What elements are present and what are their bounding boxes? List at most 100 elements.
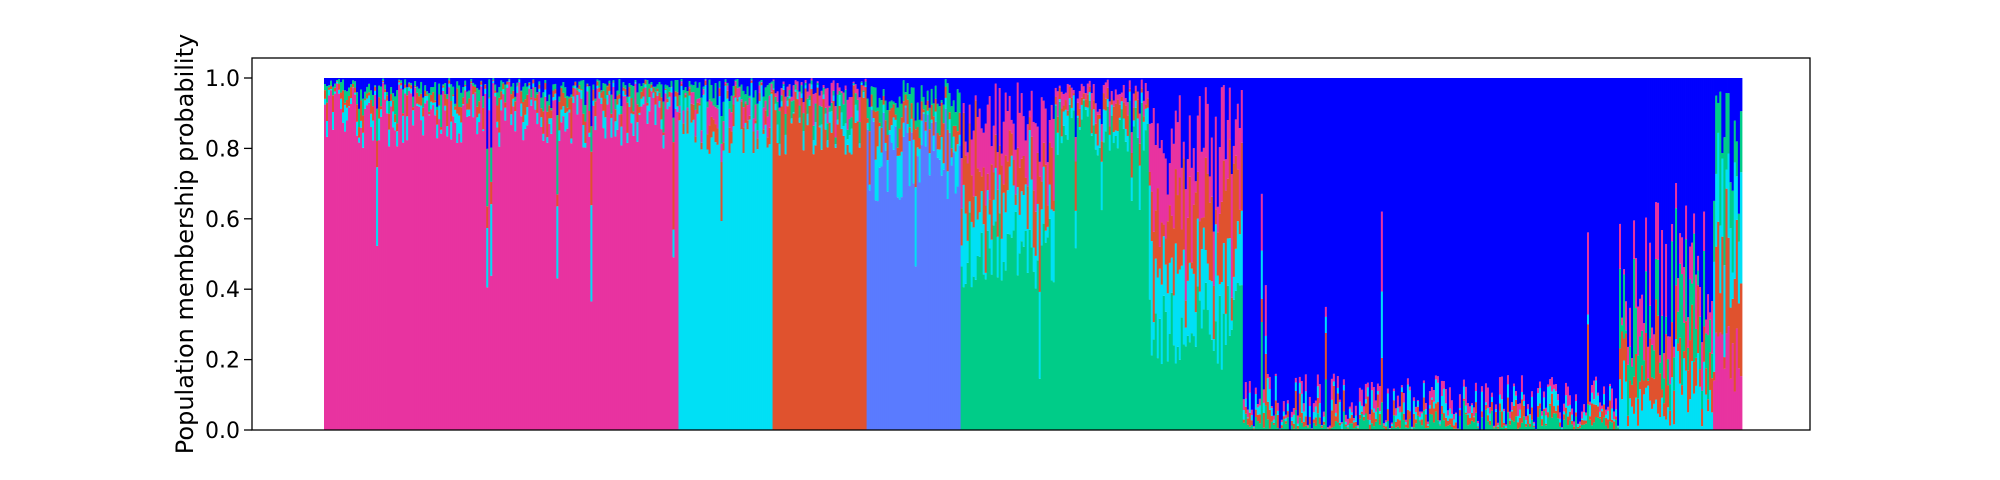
bar-segment-green <box>878 97 882 123</box>
bar-segment-green <box>1699 316 1702 370</box>
bar-segment-blue <box>484 78 487 85</box>
bar-segment-blue <box>556 78 559 116</box>
bar-segment-pink <box>1226 120 1230 179</box>
bar-segment-orange <box>1687 370 1690 413</box>
bar-segment-blue <box>772 78 775 80</box>
bar-segment-cyan <box>846 139 849 145</box>
bar-segment-orange <box>514 101 517 112</box>
bar-segment-cyan <box>1102 109 1106 143</box>
bar-segment-blue <box>1518 78 1522 404</box>
bar-segment-orange <box>432 92 435 103</box>
bar-segment-pink <box>832 80 835 91</box>
bar-segment-cyan <box>834 144 837 148</box>
bar-segment-cyan <box>1711 412 1714 430</box>
bar-segment-blue <box>1062 78 1066 94</box>
bar-segment-pink <box>406 140 409 430</box>
bar-segment-pink <box>486 287 489 430</box>
bar-segment-orange <box>1673 390 1676 425</box>
bar-segment-cyan <box>1735 176 1739 220</box>
bar-segment-cyan <box>1304 391 1308 417</box>
bar-segment-blue <box>600 78 603 91</box>
bar-segment-cyan <box>1020 191 1024 242</box>
bar-segment-cyan <box>1358 401 1362 415</box>
bar-segment-green <box>628 83 631 88</box>
bar-segment-green <box>394 96 397 115</box>
bar-segment-green <box>1150 355 1154 430</box>
bar-segment-pink <box>1591 385 1594 393</box>
bar-segment-orange <box>1262 412 1266 428</box>
bar-segment-green <box>432 87 435 93</box>
bar-segment-pink <box>1572 421 1576 426</box>
bar-segment-blue <box>1434 78 1438 376</box>
bar-segment-pink <box>842 92 845 105</box>
bar-segment-blue <box>1735 78 1739 142</box>
bar-segment-orange <box>412 107 415 111</box>
bar-segment-blue <box>814 78 817 93</box>
bar-segment-pink <box>1434 375 1438 380</box>
bar-segment-orange <box>1615 416 1618 420</box>
bar-segment-orange <box>794 91 797 431</box>
bar-segment-pink <box>662 148 665 430</box>
bar-segment-blue <box>652 78 655 87</box>
bar-segment-cyan <box>808 100 811 106</box>
bar-segment-green <box>470 79 473 82</box>
bar-segment-pink <box>1376 383 1380 391</box>
bar-segment-green <box>1476 427 1480 430</box>
bar-segment-orange <box>1416 406 1420 416</box>
bar-segment-green <box>746 86 749 106</box>
bar-segment-orange <box>1564 407 1568 414</box>
bar-segment-blue <box>560 78 563 86</box>
bar-segment-pink <box>724 81 727 84</box>
bar-segment-cyan <box>588 132 591 137</box>
bar-segment-blue <box>332 78 335 87</box>
bar-segment-green <box>1014 211 1018 430</box>
bar-segment-periwinkle <box>932 150 936 430</box>
bar-segment-blue <box>364 78 367 92</box>
bar-segment-blue <box>1605 78 1608 410</box>
bar-segment-green <box>1244 413 1248 430</box>
bar-segment-orange <box>620 114 623 127</box>
bar-segment-blue <box>504 78 507 85</box>
bar-segment-blue <box>900 78 904 104</box>
bar-segment-green <box>1052 282 1056 430</box>
bar-segment-orange <box>716 128 719 145</box>
bar-segment-blue <box>864 78 867 79</box>
bar-segment-orange <box>618 94 621 99</box>
bar-segment-orange <box>1625 333 1628 382</box>
bar-segment-orange <box>1450 418 1454 428</box>
bar-segment-cyan <box>420 105 423 121</box>
bar-segment-green <box>1717 102 1720 133</box>
bar-segment-orange <box>1204 157 1208 250</box>
bar-segment-orange <box>686 110 689 134</box>
bar-segment-green <box>1090 135 1094 431</box>
bar-segment-orange <box>614 109 617 122</box>
bar-segment-pink <box>974 95 978 101</box>
bar-segment-pink <box>1332 373 1336 382</box>
bar-segment-orange <box>1434 403 1438 412</box>
bar-segment-green <box>448 78 451 81</box>
bar-segment-cyan <box>1144 108 1148 131</box>
bar-segment-orange <box>858 147 861 430</box>
bar-segment-cyan <box>1218 284 1222 296</box>
bar-segment-blue <box>1174 78 1178 111</box>
bar-segment-pink <box>1512 383 1516 387</box>
bar-segment-orange <box>504 102 507 108</box>
bar-segment-cyan <box>972 227 976 277</box>
bar-segment-orange <box>868 131 871 185</box>
bar-segment-pink <box>1076 98 1080 103</box>
bar-segment-orange <box>650 84 653 88</box>
bar-segment-orange <box>1705 368 1708 395</box>
bar-segment-cyan <box>1032 247 1036 272</box>
bar-segment-orange <box>1312 419 1316 423</box>
bar-segment-blue <box>1424 78 1428 403</box>
bar-segment-orange <box>810 89 813 430</box>
bar-segment-green <box>1284 423 1288 430</box>
bar-segment-green <box>1591 425 1594 430</box>
bar-segment-cyan <box>1024 184 1028 231</box>
bar-segment-pink <box>1146 91 1150 99</box>
bar-segment-green <box>1220 369 1224 430</box>
bar-segment-orange <box>576 90 579 95</box>
bar-segment-blue <box>1597 78 1600 393</box>
bar-segment-blue <box>1526 78 1530 405</box>
bar-segment-pink <box>362 147 365 431</box>
